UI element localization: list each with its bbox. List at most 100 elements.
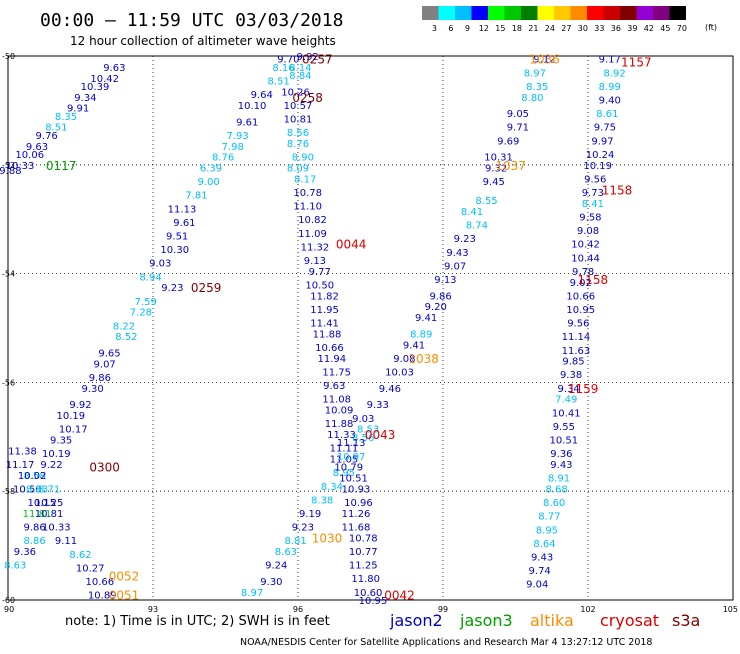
wave-height-point: 8.14 [289, 63, 311, 74]
wave-height-point: 8.63 [4, 561, 26, 572]
colorbar-swatch [521, 6, 538, 20]
x-tick-label: 96 [293, 605, 303, 614]
wave-height-point: 8.97 [524, 68, 546, 79]
wave-height-point: 10.03 [385, 368, 414, 379]
wave-height-point: 10.57 [284, 101, 313, 112]
wave-height-point: 8.89 [410, 329, 432, 340]
wave-height-point: 9.17 [599, 55, 621, 66]
colorbar-label: 42 [644, 24, 654, 33]
wave-height-point: 10.78 [349, 533, 378, 544]
wave-height-point: 9.70 [277, 55, 299, 66]
wave-height-point: 11.05 [330, 455, 359, 466]
wave-height-point: 8.41 [461, 207, 483, 218]
y-tick-label: -54 [2, 270, 15, 279]
wave-height-point: 7.49 [555, 395, 577, 406]
colorbar-swatch [587, 6, 604, 20]
wave-height-point: 10.66 [315, 343, 344, 354]
x-tick-label: 105 [723, 605, 738, 614]
wave-height-point: 11.88 [313, 329, 342, 340]
wave-height-point: 10.81 [35, 509, 64, 520]
wave-height-point: 9.75 [594, 123, 616, 134]
wave-height-point: 9.23 [454, 234, 476, 245]
legend-jason2: jason2 [389, 611, 443, 630]
wave-height-point: 9.56 [567, 319, 589, 330]
x-tick-label: 99 [438, 605, 448, 614]
colorbar-swatch [438, 6, 455, 20]
time-label: 1038 [408, 352, 439, 366]
wave-height-point: 8.51 [45, 123, 67, 134]
wave-height-point: 9.07 [94, 359, 116, 370]
time-label: 0044 [336, 238, 367, 252]
wave-height-point: 10.50 [305, 280, 334, 291]
wave-height-point: 11.13 [168, 204, 197, 215]
time-label: 1157 [621, 55, 652, 69]
wave-height-point: 11.33 [327, 430, 356, 441]
wave-height-point: 11.41 [310, 319, 339, 330]
time-label: 0042 [384, 589, 415, 603]
wave-height-point: 7.93 [226, 131, 248, 142]
y-axis-ticks: -50 -52 -54 -56 -58 -60 [2, 52, 15, 605]
wave-height-point: 8.51 [268, 76, 290, 87]
wave-height-point: 7.98 [222, 142, 244, 153]
wave-height-point: 9.35 [50, 436, 72, 447]
wave-height-point: 9.30 [81, 384, 103, 395]
time-label: 0043 [365, 428, 396, 442]
colorbar-swatch [570, 6, 587, 20]
wave-height-point: 8.83 [26, 484, 48, 495]
wave-height-point: 10.10 [238, 101, 267, 112]
time-label: 1030 [312, 531, 343, 545]
wave-height-point: 9.41 [403, 340, 425, 351]
wave-height-point: 9.30 [260, 577, 282, 588]
wave-height-point: 9.36 [14, 547, 36, 558]
legend-altika: altika [530, 611, 574, 630]
wave-height-point: 9.07 [444, 261, 466, 272]
grid-lines [8, 56, 733, 600]
wave-height-point: 10.39 [81, 82, 110, 93]
colorbar-swatch [554, 6, 571, 20]
colorbar-label: 18 [512, 24, 522, 33]
wave-height-point: 8.56 [352, 433, 374, 444]
wave-height-point: 10.60 [354, 588, 383, 599]
wave-height-point: 7.28 [130, 308, 152, 319]
wave-height-point: 8.97 [241, 588, 263, 599]
wave-height-point: 9.46 [379, 384, 401, 395]
wave-height-point: 9.05 [507, 109, 529, 120]
wave-height-point: 9.34 [74, 93, 96, 104]
wave-height-point: 11.38 [8, 446, 37, 457]
wave-height-point: 8.35 [55, 112, 77, 123]
colorbar-label: 15 [495, 24, 505, 33]
colorbar-label: 27 [561, 24, 571, 33]
wave-height-point: 8.92 [603, 68, 625, 79]
legend-jason3: jason3 [459, 611, 513, 630]
wave-height-point: 9.20 [425, 302, 447, 313]
wave-height-point: 10.33 [6, 161, 35, 172]
wave-height-point: 10.44 [571, 253, 600, 264]
time-label: 0051 [109, 589, 140, 603]
time-label: 1037 [495, 159, 526, 173]
wave-height-point: 10.19 [583, 161, 612, 172]
wave-height-point: 8.63 [275, 547, 297, 558]
colorbar-label: 70 [677, 24, 687, 33]
time-label: 0117 [46, 159, 77, 173]
wave-height-point: 10.27 [76, 563, 105, 574]
time-label: 1158 [578, 273, 609, 287]
wave-height-point: 10.51 [550, 436, 579, 447]
wave-height-point: 10.30 [160, 245, 189, 256]
wave-height-point: 9.78 [572, 267, 594, 278]
time-label: 0258 [292, 91, 323, 105]
wave-height-point: 11.81 [23, 509, 52, 520]
x-tick-label: 93 [148, 605, 158, 614]
wave-height-point: 11.32 [301, 242, 330, 253]
wave-height-point: 8.34 [321, 482, 343, 493]
wave-height-point: 9.76 [36, 131, 58, 142]
wave-height-point: 9.69 [497, 136, 519, 147]
wave-height-point: 9.92 [297, 52, 319, 63]
wave-height-point: 10.09 [325, 406, 354, 417]
chart-subtitle: 12 hour collection of altimeter wave hei… [70, 34, 336, 48]
x-tick-label: 90 [4, 605, 14, 614]
wave-height-point: 9.43 [550, 460, 572, 471]
wave-height-point: 10.95 [566, 305, 595, 316]
wave-height-point: 9.13 [304, 256, 326, 267]
wave-height-point: 9.86 [429, 291, 451, 302]
wave-height-point: 9.13 [434, 275, 456, 286]
